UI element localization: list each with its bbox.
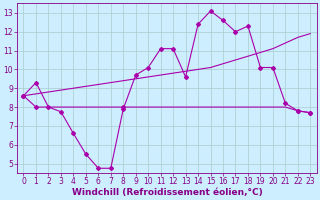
X-axis label: Windchill (Refroidissement éolien,°C): Windchill (Refroidissement éolien,°C) <box>72 188 262 197</box>
